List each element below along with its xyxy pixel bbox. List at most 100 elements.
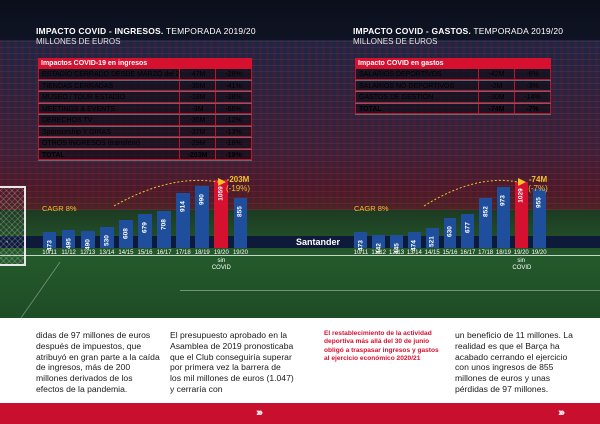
row-amount: -2M — [479, 80, 515, 91]
row-label: OTROS INGRESOS (transferir) — [38, 138, 180, 149]
row-label: SALARIOS DEPORTIVOS — [355, 69, 479, 80]
table-row: TOTAL -74M -7% — [355, 103, 551, 115]
row-amount: -47M — [180, 69, 216, 80]
bar — [532, 189, 546, 248]
bar — [497, 187, 510, 248]
row-pct: -12% — [216, 115, 252, 126]
row-amount: -3M — [180, 103, 216, 114]
x-tick-label: 19/20 — [513, 250, 529, 256]
left-impact-table: Impactos COVID-19 en ingresos ESTADIO CE… — [38, 58, 252, 161]
row-amount: -35M — [180, 115, 216, 126]
bar-value-label: 679 — [141, 221, 149, 233]
table-row: TOTAL -203M -19% — [38, 149, 252, 161]
right-impact-table: Impacto COVID en gastos SALARIOS DEPORTI… — [355, 58, 551, 115]
row-label: DERECHOS TV — [38, 115, 180, 126]
bar — [461, 214, 475, 248]
left-title-bold: IMPACTO COVID - INGRESOS. — [36, 26, 164, 36]
row-label: TIENDAS CERRADAS — [38, 80, 180, 91]
right-trend-arrow — [423, 178, 526, 207]
left-panel: IMPACTO COVID - INGRESOS. TEMPORADA 2019… — [36, 26, 256, 46]
row-label: Sponsorship Y GIRAS — [38, 126, 180, 137]
pull-quote: El restablecimiento de la actividad depo… — [324, 330, 439, 363]
ad-text: Santander — [296, 237, 341, 247]
row-amount: -18M — [180, 92, 216, 103]
row-pct: -13% — [216, 126, 252, 137]
text-column-1: didas de 97 millones de euros des­pués d… — [36, 330, 160, 395]
table-row: SALARIOS NO DEPORTIVOS -2M -3% — [355, 80, 551, 92]
bar-value-label: 708 — [160, 219, 168, 231]
row-amount: -35M — [180, 80, 216, 91]
x-tick-label: 11/12 — [61, 250, 76, 256]
table-row: ESTADIO CERRADO DESDE MARZO del 2020 -47M… — [38, 69, 252, 81]
x-tick-label: 13/14 — [406, 250, 422, 256]
x-tick-label: 17/18 — [175, 250, 191, 256]
sin-covid-label: sin COVID — [512, 258, 532, 271]
left-trend-arrow — [113, 178, 226, 207]
bar — [61, 230, 76, 248]
row-label: GASTOS DE GESTIÓN — [355, 92, 479, 103]
bar — [99, 227, 114, 248]
row-label: TOTAL — [38, 149, 180, 160]
bar — [214, 179, 229, 248]
bar — [233, 198, 248, 248]
left-table-header: Impactos COVID-19 en ingresos — [38, 58, 252, 69]
row-pct: -41% — [216, 80, 252, 91]
right-delta-pct: (-7%) — [528, 184, 548, 193]
bar-value-label: 442 — [375, 243, 383, 255]
table-row: Sponsorship Y GIRAS -37M -13% — [38, 126, 252, 138]
row-label: TOTAL — [355, 103, 479, 114]
x-tick-label: 19/20 — [232, 250, 248, 256]
row-pct: -38% — [216, 92, 252, 103]
row-label: MEETINGS & EVENTS — [38, 103, 180, 114]
row-pct: -3% — [515, 80, 551, 91]
row-label: ESTADIO CERRADO DESDE MARZO del 2020 — [38, 69, 180, 80]
x-tick-label: 16/17 — [156, 250, 172, 256]
row-pct: -6% — [515, 69, 551, 80]
x-tick-label: 15/16 — [442, 250, 458, 256]
goal-net — [0, 186, 26, 266]
table-row: SALARIOS DEPORTIVOS -42M -6% — [355, 69, 551, 81]
bar — [42, 232, 57, 248]
bar-value-label: 955 — [535, 197, 543, 208]
pitch-line — [0, 255, 600, 256]
left-delta: -203M (-19%) — [218, 175, 258, 193]
bar — [354, 232, 368, 248]
bar — [176, 192, 191, 248]
text-column-4-body: un beneficio de 11 millones. La realidad… — [455, 330, 573, 394]
pitch-line-far — [180, 290, 600, 291]
x-tick-label: 10/11 — [353, 250, 369, 256]
row-amount: -74M — [479, 103, 515, 114]
row-pct: -66% — [216, 103, 252, 114]
row-label: SALARIOS NO DEPORTIVOS — [355, 80, 479, 91]
bar-value-label: 445 — [393, 243, 401, 254]
x-tick-label: 12/13 — [80, 250, 96, 256]
row-amount: -203M — [180, 149, 216, 160]
sin-covid-label: sin COVID — [211, 258, 231, 271]
bar-value-label: 630 — [446, 226, 454, 238]
row-pct: -7% — [515, 103, 551, 114]
left-cagr-label: CAGR 8% — [42, 204, 77, 213]
ad-text-left: · — [6, 236, 9, 248]
right-delta: -74M (-7%) — [518, 175, 558, 193]
table-row: MUSEO / TOUR ESTADIO -18M -38% — [38, 92, 252, 104]
row-amount: -30M — [479, 92, 515, 103]
x-tick-label: 12/13 — [389, 250, 405, 256]
left-panel-title: IMPACTO COVID - INGRESOS. TEMPORADA 2019… — [36, 26, 256, 36]
x-tick-label: 16/17 — [460, 250, 476, 256]
bar — [195, 185, 210, 248]
bar — [157, 211, 171, 248]
x-tick-label: 14/15 — [424, 250, 440, 256]
left-title-rest: TEMPORADA 2019/20 — [163, 26, 256, 36]
right-title-bold: IMPACTO COVID - GASTOS. — [353, 26, 471, 36]
bar — [479, 198, 493, 248]
left-delta-pct: (-19%) — [225, 184, 250, 193]
text-column-4: un beneficio de 11 millones. La realidad… — [455, 330, 573, 395]
text-column-2: El presupuesto aprobado en la Asamblea d… — [170, 330, 294, 395]
bar — [425, 228, 439, 248]
right-panel-title: IMPACTO COVID - GASTOS. TEMPORADA 2019/2… — [353, 26, 563, 36]
right-table-header: Impacto COVID en gastos — [355, 58, 551, 69]
pitch-line-side — [20, 262, 61, 318]
table-row: MEETINGS & EVENTS -3M -66% — [38, 103, 252, 115]
row-amount: -37M — [180, 126, 216, 137]
left-delta-amount: -203M — [226, 175, 250, 184]
